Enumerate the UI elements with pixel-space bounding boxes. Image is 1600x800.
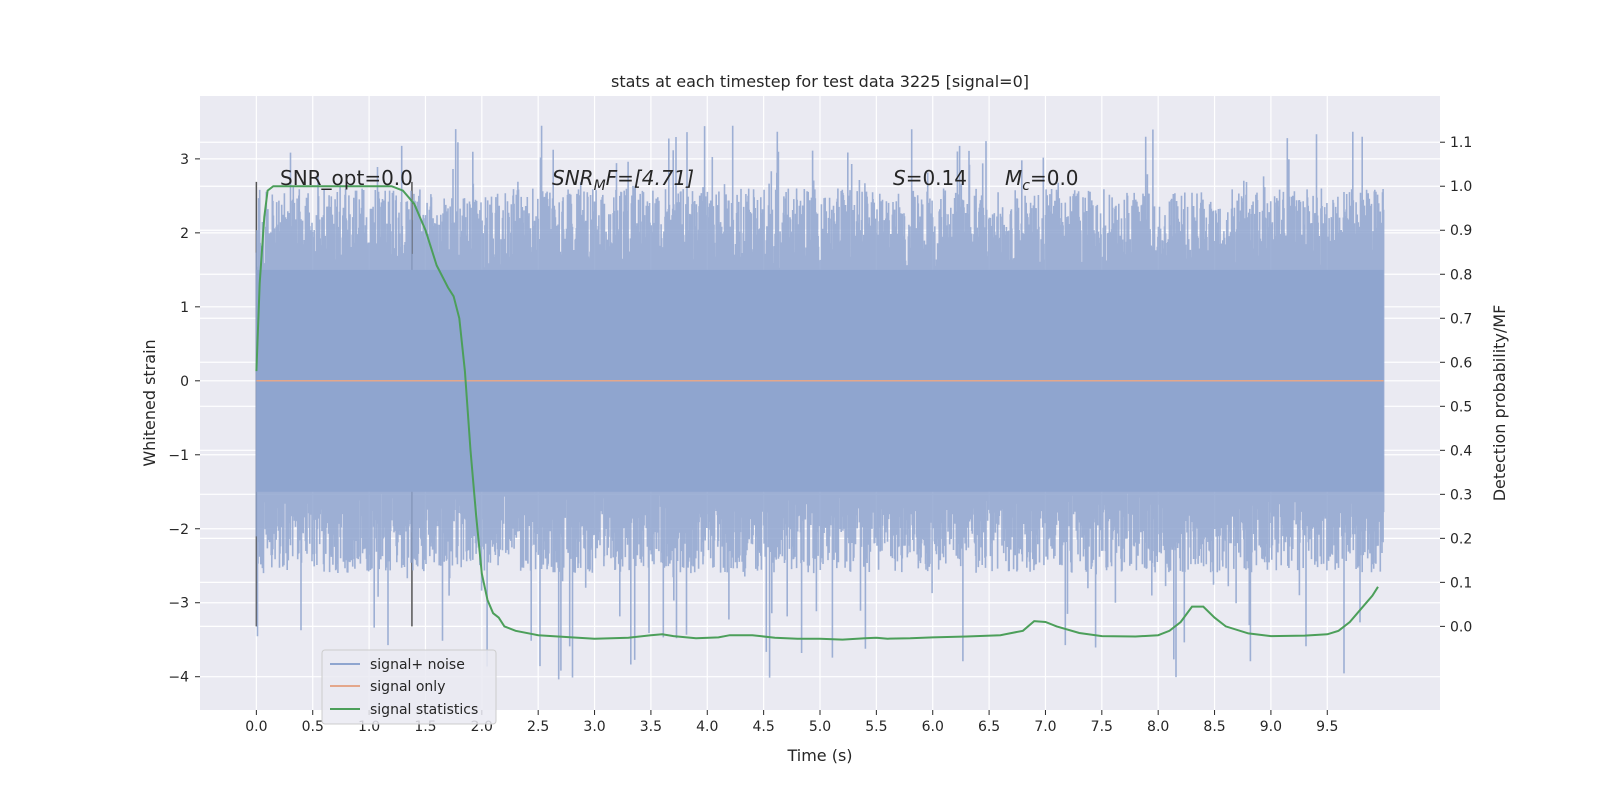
y-tick-label: 2 [180,226,189,242]
x-tick-label: 7.5 [1091,719,1113,735]
legend-label-statistics: signal statistics [370,702,478,718]
x-tick-label: 2.5 [527,719,549,735]
snr-mf-subscript: M [594,178,606,194]
y2-tick-label: 0.8 [1450,267,1472,283]
snr-mf-symbol: SNR [552,166,594,190]
x-tick-label: 5.5 [865,719,887,735]
y2-tick-label: 0.1 [1450,575,1472,591]
x-tick-label: 6.0 [922,719,944,735]
x-axis-label: Time (s) [786,746,852,765]
x-tick-label: 3.0 [583,719,605,735]
x-tick-label: 3.5 [640,719,662,735]
y2-tick-label: 0.4 [1450,443,1472,459]
y-tick-label: −3 [168,596,189,612]
y2-tick-label: 0.6 [1450,355,1472,371]
mc-symbol: M [1005,166,1022,190]
x-tick-label: 6.5 [978,719,1000,735]
snr-mf-value: F=[4.71] [606,166,694,190]
y2-tick-label: 0.2 [1450,531,1472,547]
y2-tick-label: 0.3 [1450,487,1472,503]
x-tick-label: 8.5 [1203,719,1225,735]
y-tick-label: −2 [168,522,189,538]
y-tick-label: 1 [180,300,189,316]
y2-tick-label: 0.0 [1450,619,1472,635]
legend-label-noise: signal+ noise [370,657,465,673]
annotation-mc: Mc=0.0 [1005,166,1079,194]
s-value: =0.14 [906,166,967,190]
x-tick-label: 7.0 [1034,719,1056,735]
y-tick-label: −4 [168,670,189,686]
y-axis-label: Whitened strain [140,339,159,466]
annotation-s: S=0.14 [893,166,967,190]
x-tick-label: 9.5 [1316,719,1338,735]
y-tick-label: 3 [180,152,189,168]
mc-value: =0.0 [1030,166,1079,190]
y2-tick-label: 0.5 [1450,399,1472,415]
signal-statistics-line [255,185,1379,641]
y2-axis-ticks: 0.0 0.1 0.2 0.3 0.4 0.5 0.6 0.7 0.8 0.9 1.0 1.1 [1440,135,1472,635]
y2-tick-label: 0.7 [1450,311,1472,327]
annotation-snr-mf: SNRMF=[4.71] [552,166,694,194]
legend-label-signal-only: signal only [370,679,445,695]
y-tick-label: 0 [180,374,189,390]
y2-tick-label: 1.0 [1450,179,1472,195]
x-tick-label: 4.0 [696,719,718,735]
y-tick-label: −1 [168,448,189,464]
annotation-snr-opt: SNR_opt=0.0 [280,166,413,190]
legend: signal+ noise signal only signal statist… [321,649,497,725]
y2-axis-label: Detection probability/MF [1490,305,1509,502]
x-tick-label: 0.0 [245,719,267,735]
y-axis-ticks: −4 −3 −2 −1 0 1 2 3 [168,152,200,686]
x-tick-label: 0.5 [302,719,324,735]
chart-title: stats at each timestep for test data 322… [611,72,1029,91]
y2-tick-label: 0.9 [1450,223,1472,239]
x-tick-label: 5.0 [809,719,831,735]
mc-subscript: c [1022,178,1030,194]
x-tick-label: 9.0 [1260,719,1282,735]
y2-tick-label: 1.1 [1450,135,1472,151]
x-tick-label: 8.0 [1147,719,1169,735]
legend-box [321,649,497,725]
x-tick-label: 4.5 [753,719,775,735]
s-symbol: S [893,166,906,190]
